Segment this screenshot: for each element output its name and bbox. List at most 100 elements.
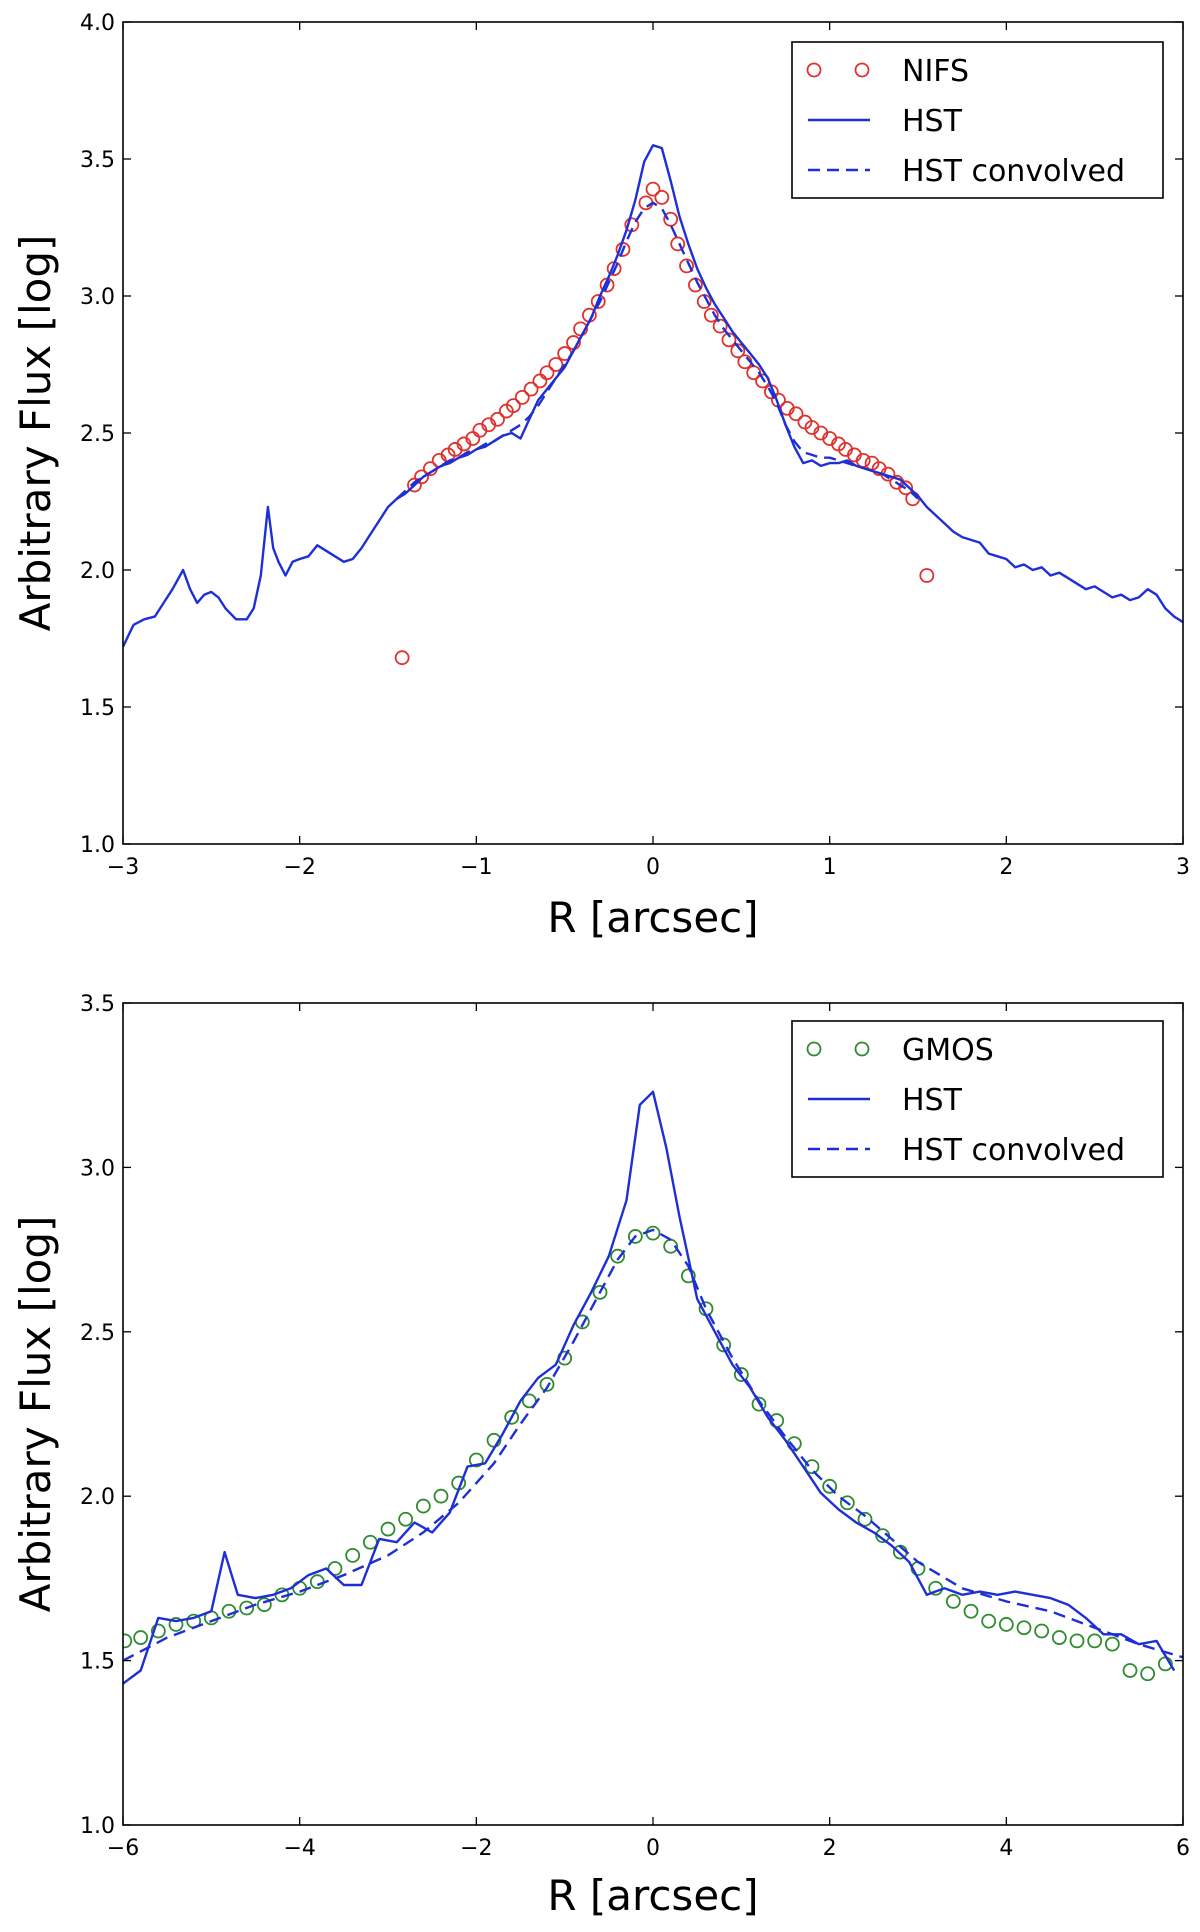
data-point	[380, 1521, 396, 1537]
data-point	[645, 181, 661, 197]
series-line-hst	[123, 1090, 1176, 1685]
data-point	[788, 406, 804, 422]
data-point	[998, 1617, 1014, 1632]
data-point	[712, 318, 728, 334]
y-tick-label: 2.0	[80, 1485, 115, 1510]
data-point	[123, 1633, 133, 1649]
chart-panel-1: −3 −2 −1 0 1 2 3 1.0 1.5 2.0 2.5 3.0 3.5 4.0 R [arcsec…	[11, 11, 1190, 942]
legend-item: HST	[808, 1083, 963, 1118]
data-point	[721, 332, 737, 348]
series-line-hst-convolved	[123, 1228, 1183, 1662]
x-tick-label: −2	[460, 1836, 492, 1861]
x-tick-label: 1	[823, 855, 837, 880]
x-axis-title: R [arcsec]	[547, 893, 758, 942]
data-point	[133, 1630, 149, 1645]
data-point	[1140, 1666, 1156, 1682]
plot-area	[123, 1090, 1183, 1685]
data-point	[468, 1452, 484, 1468]
data-point	[627, 1229, 643, 1244]
legend-label: HST	[902, 1083, 963, 1118]
legend-marker	[806, 1041, 822, 1057]
legend-label: HST convolved	[902, 1133, 1125, 1168]
plot-area	[123, 144, 1183, 666]
legend-item: HST convolved	[808, 1133, 1125, 1168]
x-tick-label: 4	[999, 1836, 1013, 1861]
data-point	[532, 373, 548, 389]
data-point	[733, 1367, 749, 1382]
data-point	[751, 1396, 767, 1412]
data-point	[919, 568, 935, 583]
data-point	[592, 1284, 608, 1300]
y-tick-label: 1.5	[80, 1650, 115, 1675]
x-tick-label: −1	[460, 855, 492, 880]
data-point	[514, 389, 530, 405]
x-tick-label: 3	[1176, 855, 1190, 880]
data-point	[345, 1547, 361, 1563]
data-point	[1034, 1623, 1050, 1639]
data-point	[1104, 1636, 1120, 1652]
x-tick-label: −3	[107, 855, 139, 880]
legend-label: HST convolved	[902, 154, 1125, 189]
y-tick-label: 3.5	[80, 148, 115, 173]
x-tick-label: −4	[283, 1836, 315, 1861]
x-tick-label: −6	[107, 1836, 139, 1861]
data-point	[398, 1511, 414, 1527]
data-point	[414, 469, 429, 485]
data-point	[504, 1409, 520, 1425]
data-point	[239, 1600, 255, 1616]
data-point	[645, 1225, 661, 1241]
legend-item: HST	[808, 104, 963, 139]
data-point	[1016, 1620, 1032, 1636]
data-point	[981, 1613, 997, 1629]
data-point	[679, 258, 694, 274]
y-axis-title: Arbitrary Flux [log]	[11, 1216, 60, 1613]
data-point	[1051, 1630, 1067, 1645]
data-point	[548, 357, 564, 372]
y-tick-label: 3.0	[80, 1156, 115, 1181]
data-point	[716, 1337, 732, 1353]
legend-label: GMOS	[902, 1033, 994, 1068]
y-tick-label: 4.0	[80, 11, 115, 36]
data-point	[539, 1377, 555, 1392]
data-point	[362, 1534, 378, 1550]
series-gmos	[123, 1225, 1173, 1682]
data-point	[963, 1603, 979, 1619]
data-point	[663, 211, 679, 227]
y-tick-label: 1.0	[80, 833, 115, 858]
data-point	[256, 1597, 272, 1613]
x-tick-label: 2	[823, 1836, 837, 1861]
data-point	[150, 1623, 166, 1639]
legend-label: HST	[902, 104, 963, 139]
data-point	[670, 236, 686, 252]
data-point	[168, 1617, 184, 1632]
legend: GMOS HST HST convolved	[791, 1020, 1164, 1178]
y-axis-title: Arbitrary Flux [log]	[11, 235, 60, 632]
y-tick-label: 3.5	[80, 992, 115, 1017]
data-point	[857, 1511, 873, 1527]
legend-marker	[806, 62, 822, 78]
legend-marker	[854, 62, 870, 78]
chart-panel-2: −6 −4 −2 0 2 4 6 1.0 1.5 2.0 2.5 3.0 3.5 R [arcsec] Ar…	[11, 992, 1190, 1920]
data-point	[521, 1393, 537, 1409]
x-axis-title: R [arcsec]	[547, 1871, 758, 1920]
x-tick-label: 0	[646, 855, 660, 880]
data-point	[539, 365, 555, 381]
x-tick-label: 2	[999, 855, 1013, 880]
data-point	[654, 189, 670, 205]
data-point	[506, 398, 521, 414]
series-line-hst-convolved	[395, 201, 919, 500]
data-point	[610, 1248, 626, 1264]
y-tick-label: 2.0	[80, 559, 115, 584]
series-nifs	[394, 181, 935, 666]
legend-item: GMOS	[806, 1033, 994, 1068]
data-point	[1069, 1633, 1085, 1649]
data-point	[490, 411, 505, 427]
data-point	[1087, 1633, 1103, 1649]
data-point	[822, 1478, 838, 1494]
data-point	[221, 1603, 237, 1619]
data-point	[839, 1495, 855, 1511]
y-tick-label: 3.0	[80, 285, 115, 310]
data-point	[730, 343, 746, 359]
legend-item: NIFS	[806, 54, 969, 89]
